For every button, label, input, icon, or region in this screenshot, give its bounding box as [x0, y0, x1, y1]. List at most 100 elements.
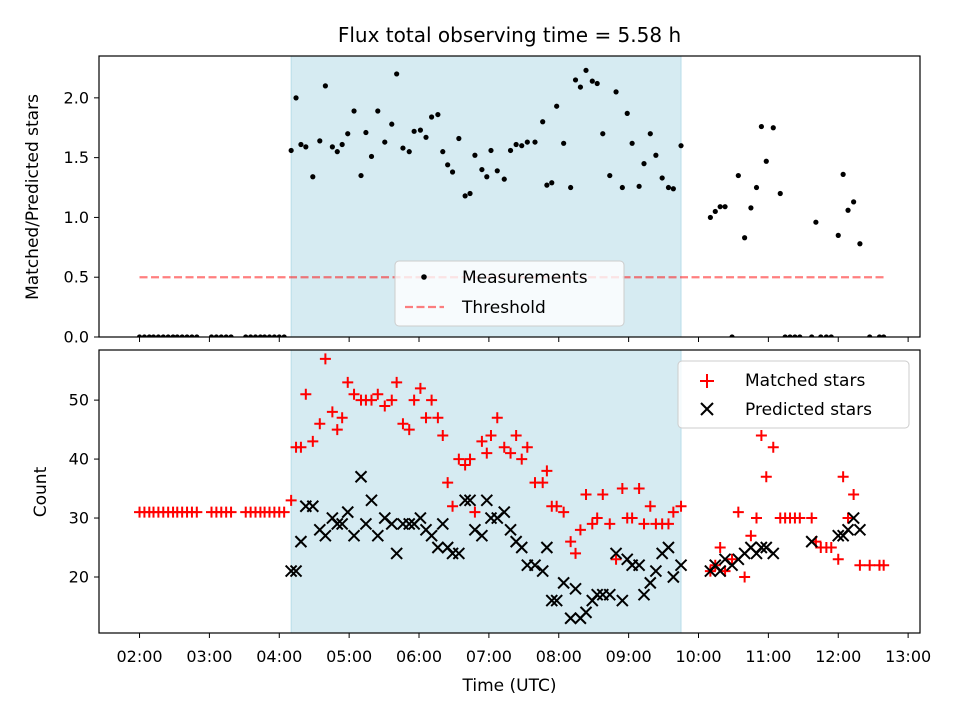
measurement-point: [252, 334, 259, 337]
measurement-point: [712, 208, 718, 215]
measurement-point: [647, 131, 653, 137]
matched-star-point: [551, 500, 563, 512]
matched-star-point: [604, 518, 616, 530]
x-tick-label: 07:00: [466, 647, 512, 666]
measurement-point: [717, 204, 723, 210]
predicted-star-point: [632, 558, 646, 572]
measurement-point: [665, 184, 672, 191]
matched-star-point: [675, 500, 687, 512]
matched-star-point: [498, 441, 510, 453]
measurement-point: [629, 140, 635, 146]
measurement-point: [271, 334, 277, 337]
measurement-point: [770, 125, 776, 131]
predicted-star-point: [536, 564, 549, 578]
measurement-point: [150, 334, 157, 337]
matched-star-point: [610, 553, 622, 565]
measurement-point: [881, 334, 887, 337]
predicted-star-point: [294, 535, 308, 548]
measurement-point: [742, 235, 748, 241]
measurement-point: [554, 103, 560, 109]
matched-star-point: [464, 453, 476, 465]
measurement-point: [170, 334, 176, 337]
measurement-point: [329, 144, 335, 150]
measurement-point: [317, 138, 323, 144]
matched-star-point: [505, 447, 517, 459]
predicted-star-point: [390, 547, 403, 560]
predicted-star-point: [545, 594, 558, 607]
matched-star-point: [825, 542, 837, 554]
measurement-point: [368, 153, 375, 160]
measurement-point: [406, 149, 412, 155]
predicted-star-point: [425, 529, 438, 542]
measurement-point: [659, 175, 665, 181]
top-legend: Measurements Threshold: [394, 260, 625, 327]
measurement-point: [456, 135, 462, 142]
measurement-point: [345, 131, 351, 137]
predicted-star-point: [767, 547, 780, 560]
x-tick-label: 02:00: [116, 647, 162, 666]
measurement-point: [213, 334, 219, 337]
bottom-x-axis: 02:00 03:00 04:00 05:00 06:00 07:00 08:00 09:00…: [116, 633, 931, 666]
predicted-star-point: [289, 564, 303, 578]
legend-matched-label: Matched stars: [745, 371, 865, 391]
predicted-star-point: [590, 588, 604, 601]
predicted-star-point: [347, 529, 361, 542]
matched-star-point: [491, 412, 503, 424]
x-tick-label: 13:00: [885, 647, 931, 666]
top-y-tick-label: 0.0: [64, 328, 89, 347]
measurement-point: [248, 334, 254, 337]
measurement-point: [440, 149, 446, 155]
matched-star-point: [842, 512, 854, 524]
measurement-point: [544, 182, 550, 188]
measurement-point: [472, 152, 478, 158]
matched-star-point: [644, 500, 656, 512]
measurement-point: [334, 149, 340, 155]
matched-star-point: [403, 424, 415, 436]
matched-star-point: [278, 506, 290, 518]
predicted-star-point: [335, 517, 349, 531]
measurement-point: [678, 143, 684, 149]
predicted-star-point: [371, 529, 384, 542]
predicted-star-point: [403, 517, 416, 531]
measurement-point: [428, 114, 435, 120]
measurement-point: [276, 334, 282, 337]
measurement-point: [619, 184, 625, 191]
matched-star-point: [626, 512, 638, 524]
top-axes-frame: [98, 55, 921, 338]
matched-star-point: [481, 447, 493, 459]
measurement-point: [568, 184, 574, 191]
measurement-point: [339, 141, 345, 148]
top-y-tick-label: 2.0: [64, 88, 89, 107]
measurement-point: [243, 334, 249, 337]
measurement-point: [513, 141, 519, 148]
top-y-tick-label: 1.0: [64, 208, 89, 227]
measurement-point: [792, 334, 798, 337]
bottom-y-tick-label: 30: [69, 509, 89, 528]
matched-star-point: [326, 406, 338, 418]
predicted-star-point: [616, 594, 629, 607]
measurement-point: [194, 334, 200, 337]
bottom-y-axis: 20 30 40 50: [69, 391, 99, 586]
top-y-axis-label: Matched/Predicted stars: [23, 94, 43, 300]
top-legend-box: [394, 260, 625, 327]
measurement-point: [823, 334, 829, 337]
matched-star-point: [295, 441, 307, 453]
bottom-shaded-span: [290, 349, 682, 634]
matched-star-point: [348, 388, 360, 400]
bottom-y-tick-label: 40: [69, 450, 89, 469]
matched-star-point: [616, 483, 628, 495]
matched-star-point: [726, 553, 738, 565]
measurement-point: [748, 205, 754, 211]
predicted-star-point: [569, 582, 582, 595]
measurement-point: [174, 334, 180, 337]
matched-star-point: [750, 512, 762, 524]
matched-star-point: [485, 429, 497, 441]
matched-star-point: [878, 559, 890, 571]
x-tick-label: 11:00: [745, 647, 791, 666]
matched-star-point: [633, 483, 645, 495]
measurement-point: [797, 334, 803, 337]
measurement-point: [223, 334, 229, 337]
matched-star-point: [391, 376, 403, 388]
measurement-point: [857, 241, 863, 247]
measurement-point: [758, 123, 764, 130]
